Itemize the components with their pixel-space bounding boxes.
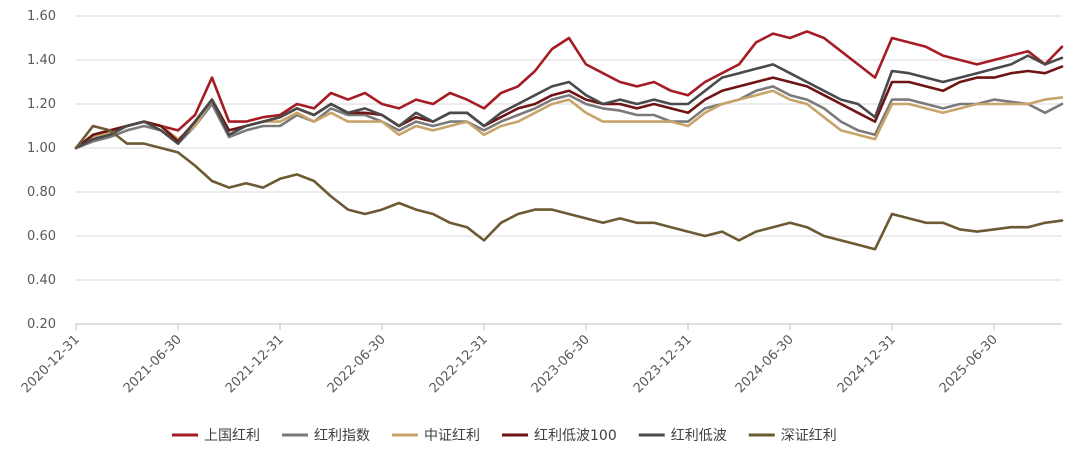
x-tick-label: 2021-12-31 [223, 332, 287, 396]
series-line [74, 85, 1064, 150]
y-tick-label: 1.60 [27, 9, 56, 24]
x-tick-label: 2024-06-30 [733, 332, 797, 396]
x-tick-label: 2023-12-31 [631, 332, 695, 396]
y-tick-label: 0.40 [27, 273, 56, 288]
series-line [74, 65, 1064, 150]
y-tick-label: 1.00 [27, 141, 56, 156]
plot-lines [74, 30, 1064, 251]
series-line [74, 30, 1064, 150]
x-tick-label: 2021-06-30 [121, 332, 185, 396]
legend: 上国红利 红利指数 中证红利 红利低波100 红利低波 深证红利 [172, 428, 837, 444]
x-tick-label: 2022-12-31 [427, 332, 491, 396]
x-tick-label: 2022-06-30 [325, 332, 389, 396]
legend-label: 红利指数 [314, 428, 370, 444]
legend-label: 中证红利 [424, 428, 480, 444]
y-axis: 0.20 0.40 0.60 0.80 1.00 1.20 1.40 1.60 [27, 9, 56, 332]
grid [76, 15, 1062, 325]
x-axis: 2020-12-31 2021-06-30 2021-12-31 2022-06-30… [19, 323, 1062, 396]
x-tick-label: 2020-12-31 [19, 332, 83, 396]
y-tick-label: 1.20 [27, 97, 56, 112]
y-tick-label: 1.40 [27, 53, 56, 68]
series-line [74, 124, 1064, 251]
x-tick-label: 2025-06-30 [937, 332, 1001, 396]
x-tick-label: 2023-06-30 [529, 332, 593, 396]
y-tick-label: 0.80 [27, 185, 56, 200]
legend-label: 红利低波 [671, 428, 727, 444]
x-tick-label: 2024-12-31 [835, 332, 899, 396]
series-line [74, 54, 1064, 150]
legend-label: 深证红利 [781, 428, 837, 444]
legend-label: 上国红利 [204, 428, 260, 444]
y-tick-label: 0.20 [27, 317, 56, 332]
legend-label: 红利低波100 [534, 428, 617, 444]
y-tick-label: 0.60 [27, 229, 56, 244]
